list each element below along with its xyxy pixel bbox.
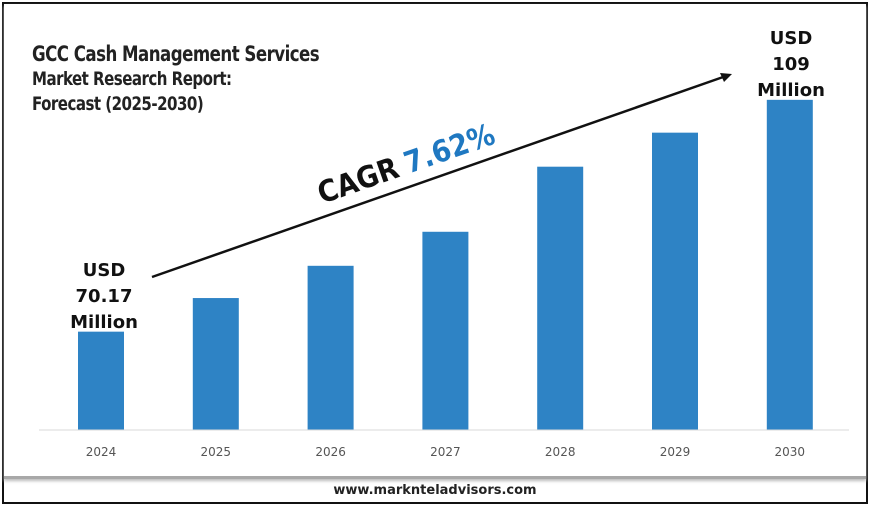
bar-2028 bbox=[537, 166, 584, 430]
start-label-line3: Million bbox=[70, 312, 138, 333]
x-tick-label-2030: 2030 bbox=[775, 445, 806, 459]
x-tick-label-2025: 2025 bbox=[201, 445, 232, 459]
end-value-label: USD 109 Million bbox=[757, 28, 825, 101]
x-tick-label-2027: 2027 bbox=[430, 445, 461, 459]
start-value-label: USD 70.17 Million bbox=[70, 260, 138, 333]
title-line3: Forecast (2025-2030) bbox=[32, 93, 204, 115]
end-label-line3: Million bbox=[757, 80, 825, 101]
bar-2026 bbox=[307, 265, 354, 430]
x-tick-label-2024: 2024 bbox=[86, 445, 117, 459]
start-label-line1: USD bbox=[83, 260, 126, 281]
end-label-line2: 109 bbox=[772, 54, 810, 75]
end-label-line1: USD bbox=[770, 28, 813, 49]
bar-2030 bbox=[766, 99, 813, 430]
bar-chart: 2024 2025 2026 2027 2028 2029 2030 CAGR7.62% U… bbox=[39, 28, 849, 459]
bar-2029 bbox=[652, 132, 698, 430]
bar-2027 bbox=[422, 231, 469, 430]
title-line2: Market Research Report: bbox=[32, 68, 232, 90]
bar-2025 bbox=[192, 298, 239, 430]
x-tick-label-2026: 2026 bbox=[315, 445, 346, 459]
cagr-label: CAGR bbox=[313, 151, 404, 212]
footer-website: www.marknteladvisors.com bbox=[333, 483, 537, 498]
chart-title: GCC Cash Management Services Market Rese… bbox=[32, 42, 320, 117]
cagr-arrow bbox=[151, 73, 732, 279]
x-tick-label-2028: 2028 bbox=[545, 445, 576, 459]
chart-area: 2024 2025 2026 2027 2028 2029 2030 CAGR7.62% U… bbox=[4, 4, 866, 479]
title-line1: GCC Cash Management Services bbox=[32, 42, 320, 66]
x-tick-label-2029: 2029 bbox=[660, 445, 691, 459]
start-label-line2: 70.17 bbox=[76, 286, 133, 307]
bar-2024 bbox=[78, 331, 124, 430]
